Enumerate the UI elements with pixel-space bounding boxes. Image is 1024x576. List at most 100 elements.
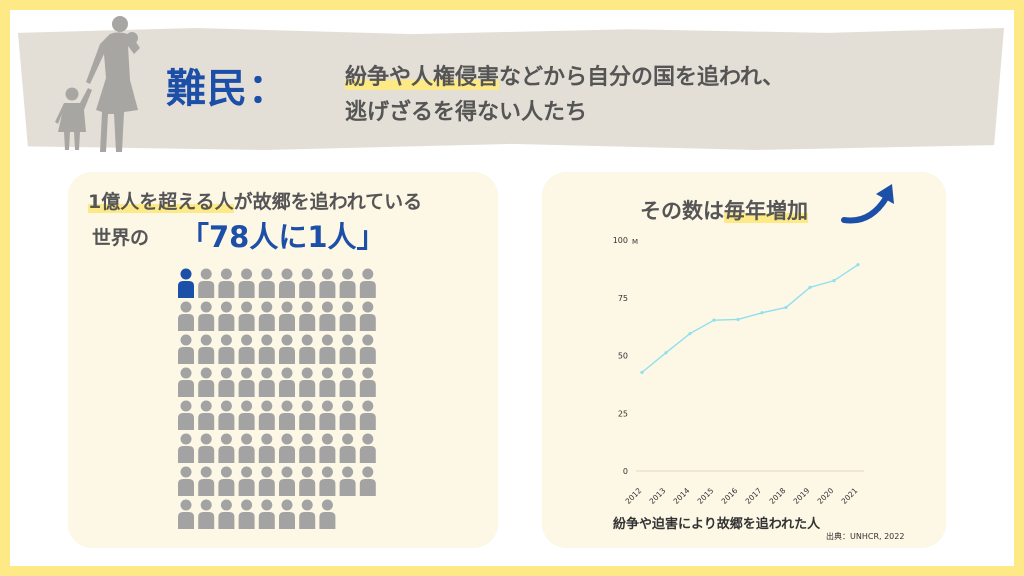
trend-title-highlight: 毎年増加 <box>724 199 808 223</box>
person-figure-icon <box>299 334 316 364</box>
person-figure-icon <box>339 466 356 496</box>
person-figure-icon <box>198 367 215 397</box>
person-figure-icon <box>339 367 356 397</box>
person-figure-icon <box>178 400 194 430</box>
x-tick-label: 2019 <box>792 486 812 506</box>
x-tick-label: 2017 <box>744 486 764 506</box>
person-figure-icon <box>238 367 255 397</box>
x-tick-label: 2015 <box>696 486 716 506</box>
data-point <box>784 305 788 310</box>
definition-line-1: 紛争や人権侵害などから自分の国を追われ、 <box>345 59 784 91</box>
person-figure-icon <box>279 400 295 430</box>
y-tick-label: 100 <box>613 236 628 245</box>
person-figure-icon <box>319 268 336 298</box>
data-point <box>664 351 668 355</box>
person-figure-icon <box>299 466 316 496</box>
definition-line-2: 逃げざるを得ない人たち <box>345 100 588 125</box>
person-figure-icon <box>258 268 275 298</box>
person-figure-icon <box>198 334 215 364</box>
x-tick-label: 2012 <box>624 486 644 506</box>
person-figure-icon <box>319 499 336 529</box>
data-point <box>640 370 644 374</box>
person-figure-icon <box>319 400 336 430</box>
data-point <box>832 279 836 283</box>
data-point <box>736 317 740 322</box>
person-figure-icon <box>178 334 194 364</box>
person-figure-icon <box>299 301 316 331</box>
person-figure-icon <box>218 268 235 298</box>
person-figure-icon <box>218 334 235 364</box>
person-figure-icon <box>319 334 336 364</box>
chart-source: 出典：UNHCR, 2022 <box>826 532 905 541</box>
ratio-prefix: 世界の <box>92 227 150 249</box>
displaced-statement: 1億人を超える人が故郷を追われている <box>88 187 422 214</box>
ratio-value: 「78人に1人」 <box>180 220 386 254</box>
person-figure-icon <box>238 301 255 331</box>
data-point <box>856 263 860 267</box>
x-tick-label: 2020 <box>816 486 836 506</box>
person-figure-icon <box>178 499 194 529</box>
definition-banner <box>18 28 1004 150</box>
curved-up-arrow-icon <box>841 184 894 224</box>
person-figure-icon <box>339 334 356 364</box>
y-tick-label: 75 <box>618 294 628 303</box>
person-figure-icon <box>359 301 376 331</box>
refugee-term: 難民： <box>166 66 289 112</box>
person-figure-icon <box>238 334 255 364</box>
person-figure-icon <box>178 367 194 397</box>
y-tick-label: 25 <box>618 409 628 418</box>
person-figure-icon <box>359 433 376 463</box>
person-figure-icon <box>238 466 255 496</box>
person-figure-icon <box>279 433 295 463</box>
x-tick-label: 2018 <box>768 486 788 506</box>
person-figure-icon <box>218 499 235 529</box>
y-tick-label: 0 <box>623 467 628 476</box>
person-figure-icon <box>178 466 194 496</box>
person-figure-icon <box>258 334 275 364</box>
person-figure-icon <box>279 268 295 298</box>
x-tick-label: 2013 <box>648 486 668 506</box>
trend-panel <box>542 172 946 548</box>
person-figure-icon <box>279 499 295 529</box>
data-point <box>712 318 716 322</box>
person-figure-icon <box>258 499 275 529</box>
y-unit-label: M <box>632 238 638 246</box>
person-figure-icon <box>339 400 356 430</box>
definition-line-1-rest: などから自分の国を追われ、 <box>499 65 785 90</box>
person-figure-icon <box>359 400 376 430</box>
person-figure-icon <box>319 466 336 496</box>
person-figure-icon <box>218 433 235 463</box>
person-figure-icon <box>258 400 275 430</box>
person-figure-icon <box>339 301 356 331</box>
person-figure-icon <box>258 301 275 331</box>
person-figure-icon <box>279 334 295 364</box>
person-figure-icon <box>178 301 194 331</box>
person-figure-icon <box>359 367 376 397</box>
person-figure-icon <box>198 268 215 298</box>
person-figure-icon <box>218 367 235 397</box>
person-figure-icon <box>299 499 316 529</box>
person-figure-icon <box>299 268 316 298</box>
person-figure-icon <box>319 433 336 463</box>
person-figure-icon <box>218 466 235 496</box>
person-figure-icon <box>198 433 215 463</box>
person-figure-icon <box>339 433 356 463</box>
person-figure-icon <box>279 301 295 331</box>
person-figure-icon <box>218 400 235 430</box>
person-figure-icon <box>319 367 336 397</box>
person-figure-icon <box>258 466 275 496</box>
definition-highlight: 紛争や人権侵害 <box>345 65 500 90</box>
person-figure-icon <box>359 334 376 364</box>
person-figure-icon <box>299 367 316 397</box>
displaced-statement-rest: が故郷を追われている <box>233 191 423 213</box>
person-figure-icon <box>299 433 316 463</box>
mother-child-silhouette-icon <box>55 16 140 152</box>
data-point <box>760 311 764 315</box>
people-pictogram <box>178 268 376 529</box>
person-figure-icon <box>198 400 215 430</box>
person-figure-icon <box>198 466 215 496</box>
person-figure-icon <box>279 367 295 397</box>
person-figure-icon <box>198 301 215 331</box>
trend-title-prefix: その数は <box>640 199 724 223</box>
